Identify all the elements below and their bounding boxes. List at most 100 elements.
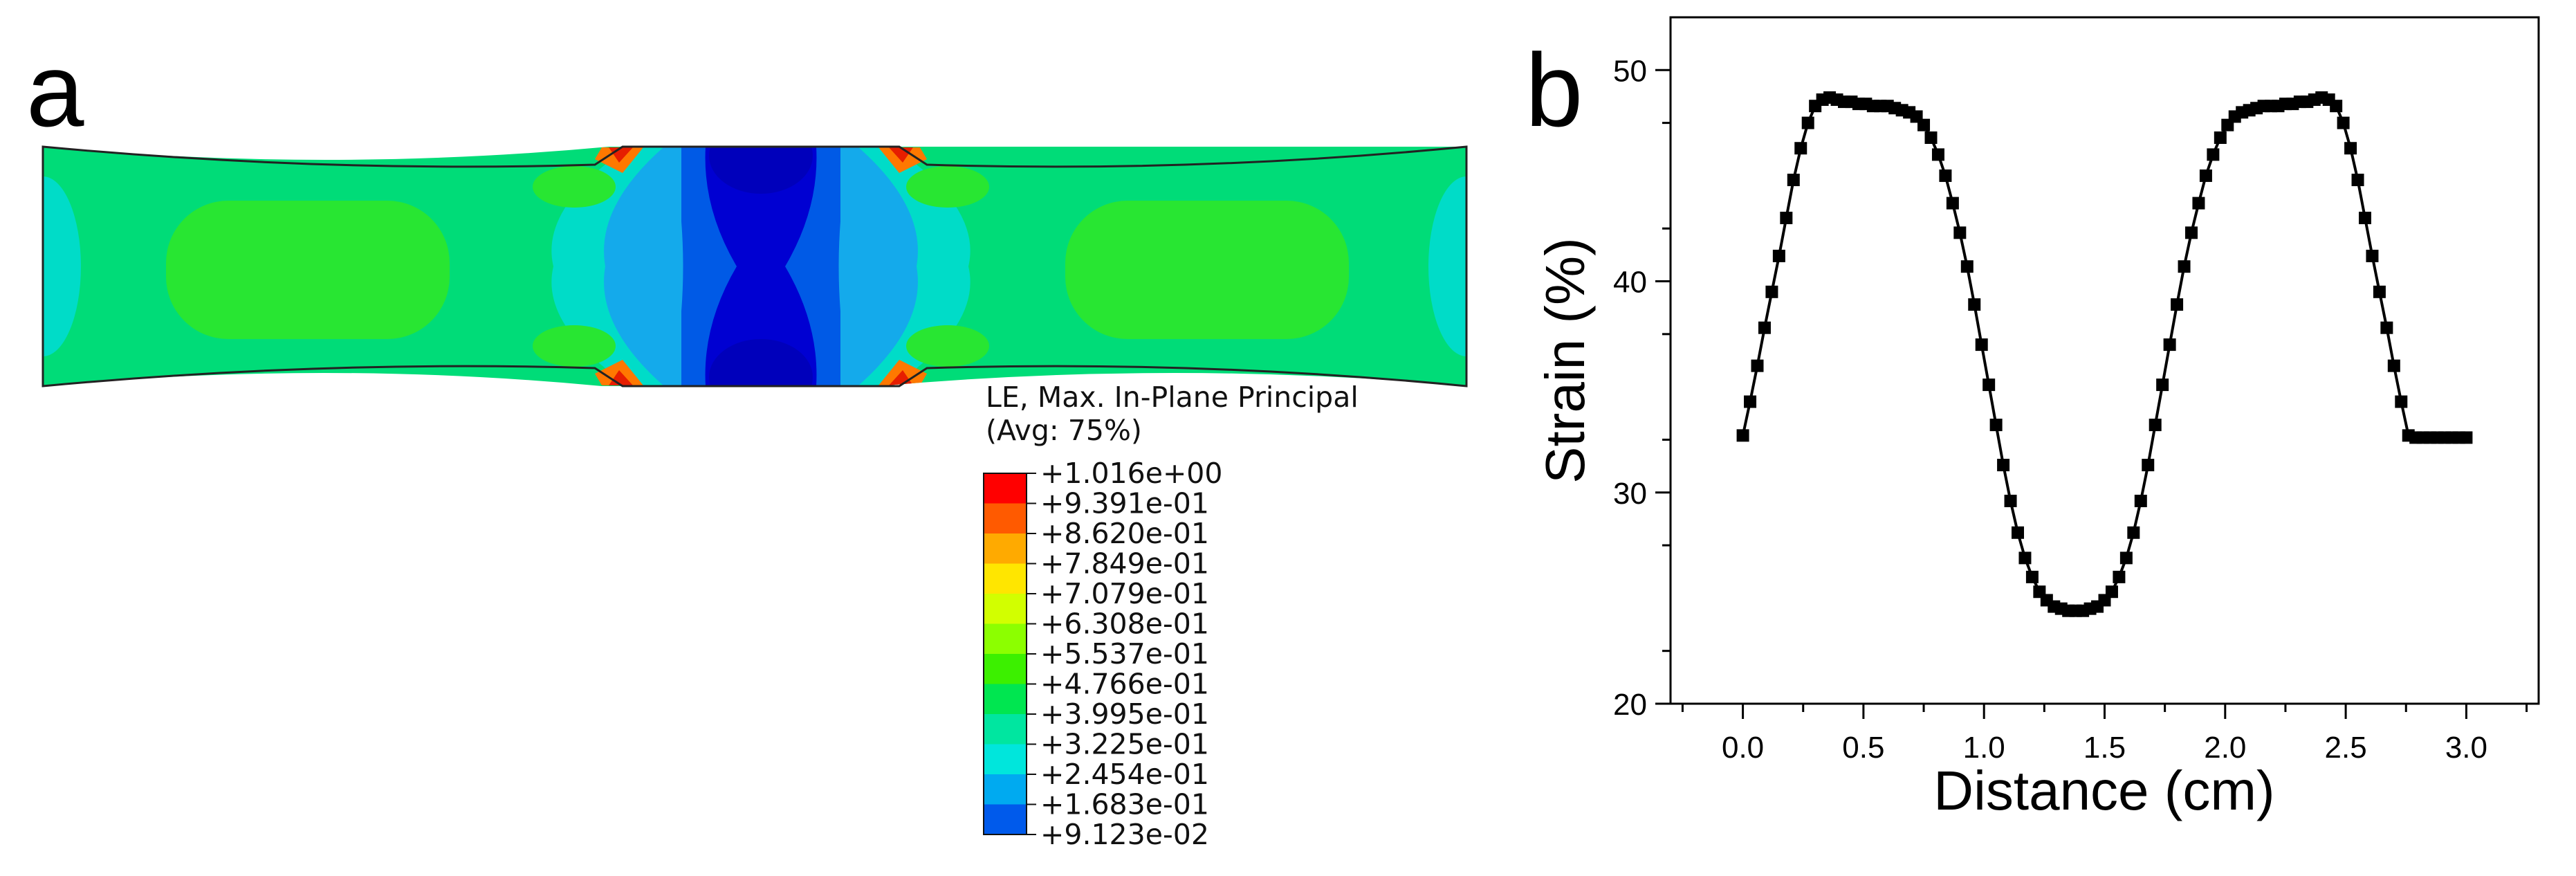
panel-b-label: b bbox=[1525, 32, 1583, 148]
data-point bbox=[1953, 226, 1967, 239]
legend-level-label: +1.683e-01 bbox=[1040, 788, 1209, 821]
data-point bbox=[2127, 526, 2140, 539]
data-point bbox=[2344, 142, 2357, 155]
contour-right-shoulder-bottom bbox=[906, 325, 989, 367]
series-points-strain bbox=[1736, 91, 2473, 617]
data-point bbox=[2214, 131, 2227, 144]
contour-top-cap bbox=[709, 147, 813, 194]
legend-level-label: +9.391e-01 bbox=[1040, 487, 1209, 520]
data-point bbox=[1931, 148, 1944, 161]
data-point bbox=[2156, 378, 2169, 392]
data-point bbox=[2163, 338, 2176, 352]
panel-b: b 0.0 0.5 1.0 1.5 2.0 2.5 3.0 20 30 40 50 Distanc… bbox=[1525, 16, 2540, 821]
legend-level-label: +9.123e-02 bbox=[1040, 818, 1209, 851]
data-point bbox=[1982, 378, 1996, 392]
data-point bbox=[1744, 395, 1757, 408]
contour-left-end bbox=[43, 176, 81, 356]
panel-a-label: a bbox=[26, 32, 84, 148]
contour-left-plateau bbox=[166, 201, 450, 339]
legend-swatches bbox=[983, 473, 1027, 835]
data-point bbox=[1989, 419, 2003, 432]
data-point bbox=[1794, 142, 1807, 155]
legend-level-label: +6.308e-01 bbox=[1040, 608, 1209, 641]
data-point bbox=[2012, 526, 2024, 539]
data-point bbox=[2351, 174, 2364, 187]
legend-swatch bbox=[984, 714, 1027, 745]
legend-title-line2: (Avg: 75%) bbox=[986, 414, 1142, 447]
data-point bbox=[2171, 298, 2184, 311]
legend-swatch bbox=[984, 744, 1027, 774]
data-point bbox=[2119, 551, 2133, 565]
y-axis-label: Strain (%) bbox=[1534, 237, 1596, 484]
data-point bbox=[1801, 116, 1814, 129]
data-point bbox=[2373, 285, 2386, 298]
specimen-outline bbox=[42, 145, 1468, 387]
legend-swatch bbox=[984, 774, 1027, 805]
x-tick-label: 2.5 bbox=[2325, 731, 2367, 765]
legend-level-label: +3.995e-01 bbox=[1040, 697, 1209, 731]
data-point bbox=[1787, 174, 1800, 187]
contour-bottom-cap bbox=[709, 339, 813, 386]
contour-center-darkblue bbox=[705, 147, 817, 386]
data-point bbox=[2359, 211, 2371, 224]
data-point bbox=[2025, 570, 2039, 583]
x-axis-ticks bbox=[1681, 704, 2528, 719]
y-axis-tick-labels: 20 30 40 50 bbox=[1613, 54, 1647, 722]
legend-swatch bbox=[984, 804, 1027, 834]
panel-a: a bbox=[26, 32, 1468, 851]
data-point bbox=[1924, 131, 1938, 144]
data-point bbox=[1751, 359, 1764, 372]
data-point bbox=[2142, 459, 2155, 472]
y-tick-label: 30 bbox=[1613, 477, 1647, 511]
x-tick-label: 3.0 bbox=[2445, 731, 2487, 765]
data-point bbox=[2330, 100, 2343, 113]
legend-labels: +1.016e+00+9.391e-01+8.620e-01+7.849e-01… bbox=[1027, 457, 1222, 851]
data-point bbox=[2185, 226, 2198, 239]
specimen-contour bbox=[43, 147, 1466, 386]
y-tick-label: 20 bbox=[1613, 688, 1647, 722]
data-point bbox=[1939, 169, 1952, 182]
data-point bbox=[2337, 116, 2350, 129]
contour-left-shoulder-top bbox=[533, 166, 616, 208]
x-tick-label: 1.5 bbox=[2083, 731, 2126, 765]
legend-swatch bbox=[984, 623, 1027, 654]
data-point bbox=[1968, 298, 1981, 311]
legend-swatch bbox=[984, 654, 1027, 684]
legend-swatch bbox=[984, 684, 1027, 714]
legend-level-label: +5.537e-01 bbox=[1040, 637, 1209, 670]
legend-level-label: +4.766e-01 bbox=[1040, 668, 1209, 701]
contour-left-shoulder-bottom bbox=[533, 325, 616, 367]
data-point bbox=[2105, 585, 2118, 599]
contour-legend: LE, Max. In-Plane Principal (Avg: 75%) +… bbox=[983, 381, 1359, 851]
contour-right-end bbox=[1428, 176, 1466, 356]
data-point bbox=[2207, 148, 2220, 161]
x-axis-tick-labels: 0.0 0.5 1.0 1.5 2.0 2.5 3.0 bbox=[1722, 731, 2487, 765]
data-point bbox=[1772, 249, 1785, 262]
x-tick-label: 0.0 bbox=[1722, 731, 1764, 765]
legend-swatch bbox=[984, 533, 1027, 564]
data-point bbox=[1975, 338, 1988, 352]
data-point bbox=[2149, 419, 2162, 432]
data-point bbox=[2018, 551, 2032, 565]
legend-swatch bbox=[984, 594, 1027, 624]
data-point bbox=[2113, 570, 2126, 583]
data-point bbox=[2004, 494, 2017, 507]
data-point bbox=[1736, 429, 1749, 442]
x-tick-label: 0.5 bbox=[1842, 731, 1884, 765]
data-point bbox=[1758, 321, 1771, 334]
data-point bbox=[1765, 285, 1778, 298]
data-point bbox=[1780, 211, 1793, 224]
legend-level-label: +8.620e-01 bbox=[1040, 517, 1209, 550]
data-point bbox=[2460, 431, 2473, 444]
legend-level-label: +1.016e+00 bbox=[1040, 457, 1222, 490]
legend-title-line1: LE, Max. In-Plane Principal bbox=[986, 381, 1359, 414]
y-axis-ticks bbox=[1655, 69, 1671, 705]
contour-right-plateau bbox=[1065, 201, 1349, 339]
data-point bbox=[2395, 395, 2408, 408]
data-point bbox=[2178, 260, 2191, 273]
data-point bbox=[2134, 494, 2147, 507]
legend-level-label: +7.079e-01 bbox=[1040, 577, 1209, 610]
data-point bbox=[2192, 197, 2205, 210]
x-tick-label: 2.0 bbox=[2204, 731, 2246, 765]
